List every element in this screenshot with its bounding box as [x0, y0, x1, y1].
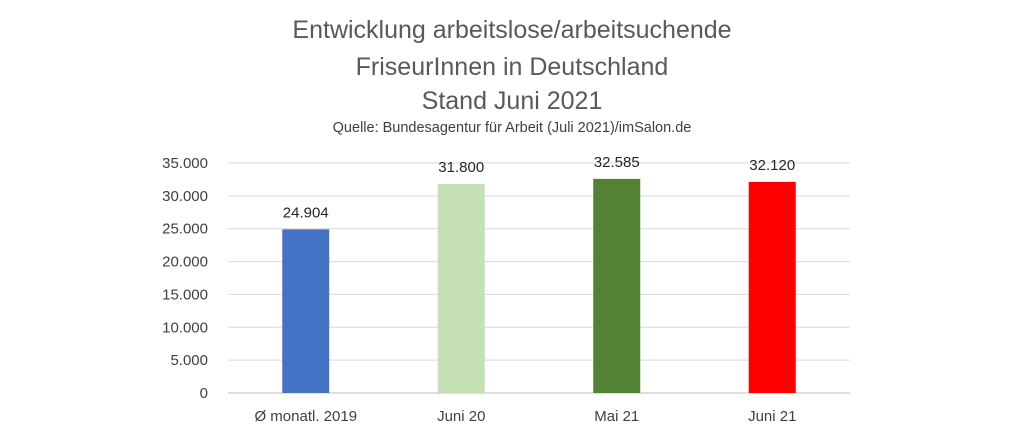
- x-tick-label: Juni 21: [748, 408, 796, 425]
- data-label: 24.904: [283, 204, 329, 221]
- data-label: 31.800: [438, 159, 484, 176]
- chart-title-line-3: Stand Juni 2021: [421, 87, 603, 115]
- y-tick-label: 0: [200, 385, 208, 402]
- y-tick-label: 5.000: [170, 352, 208, 369]
- y-tick-label: 20.000: [162, 254, 208, 271]
- x-tick-label: Juni 20: [437, 408, 485, 425]
- chart-title-line-2: FriseurInnen in Deutschland: [355, 53, 669, 81]
- y-tick-label: 10.000: [162, 319, 208, 336]
- bar: [282, 229, 330, 393]
- bar: [593, 178, 641, 393]
- y-tick-label: 25.000: [162, 221, 208, 238]
- chart-title-line-1: Entwicklung arbeitslose/arbeitsuchende: [292, 16, 732, 44]
- x-tick-label: Ø monatl. 2019: [254, 408, 357, 425]
- y-tick-label: 35.000: [162, 155, 208, 172]
- bar: [748, 181, 796, 393]
- data-label: 32.585: [594, 154, 640, 171]
- chart-subtitle: Quelle: Bundesagentur für Arbeit (Juli 2…: [332, 120, 692, 136]
- bar: [437, 184, 485, 393]
- data-label: 32.120: [749, 157, 795, 174]
- y-tick-label: 15.000: [162, 286, 208, 303]
- y-tick-label: 30.000: [162, 188, 208, 205]
- x-tick-label: Mai 21: [594, 408, 639, 425]
